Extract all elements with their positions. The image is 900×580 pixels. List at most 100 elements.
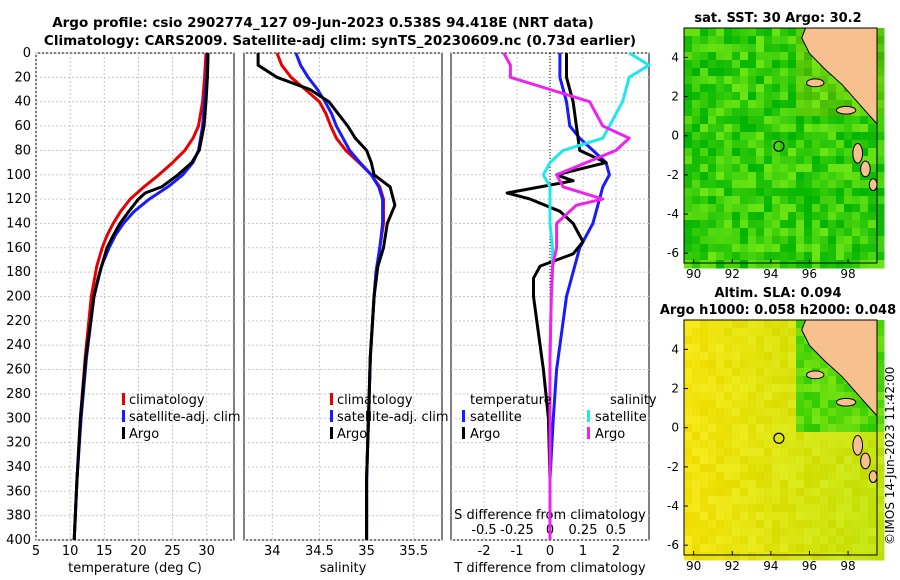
difference-xtick-label: 2	[612, 544, 620, 559]
map-cell	[724, 352, 733, 361]
map-cell	[820, 552, 829, 561]
map-cell	[820, 456, 829, 465]
map-cell	[756, 244, 765, 253]
map-cell	[724, 260, 733, 269]
map-cell	[724, 456, 733, 465]
map-cell	[780, 432, 789, 441]
s-tick-label: -0.5	[471, 523, 496, 538]
map-cell	[716, 336, 725, 345]
map-cell	[692, 384, 701, 393]
map-cell	[860, 448, 869, 457]
map-cell	[788, 68, 797, 77]
map-cell	[780, 544, 789, 553]
map-cell	[772, 352, 781, 361]
map-cell	[724, 124, 733, 133]
map-cell	[764, 220, 773, 229]
map-cell	[692, 472, 701, 481]
map-cell	[772, 320, 781, 329]
map-cell	[732, 440, 741, 449]
map-cell	[852, 116, 861, 125]
map-cell	[796, 552, 805, 561]
map-cell	[828, 260, 837, 269]
map-cell	[860, 496, 869, 505]
map-cell	[708, 408, 717, 417]
map-cell	[852, 400, 861, 409]
map-cell	[684, 512, 693, 521]
map-cell	[780, 552, 789, 561]
map-cell	[764, 196, 773, 205]
map-cell	[748, 544, 757, 553]
map-cell	[836, 488, 845, 497]
map-ytick-label: -2	[667, 460, 679, 474]
map-cell	[820, 140, 829, 149]
map-cell	[820, 448, 829, 457]
map-cell	[836, 512, 845, 521]
map-cell	[772, 424, 781, 433]
map-cell	[684, 84, 693, 93]
map-cell	[716, 448, 725, 457]
map-cell	[812, 472, 821, 481]
map-cell	[756, 552, 765, 561]
map-cell	[716, 244, 725, 253]
map-cell	[780, 328, 789, 337]
map-cell	[708, 148, 717, 157]
map-cell	[860, 156, 869, 165]
map-cell	[812, 416, 821, 425]
map-cell	[860, 204, 869, 213]
map-cell	[836, 384, 845, 393]
map-cell	[756, 188, 765, 197]
map-cell	[708, 260, 717, 269]
temperature-xtick-label: 10	[62, 544, 79, 559]
map-cell	[748, 36, 757, 45]
map-cell	[876, 228, 885, 237]
map-cell	[788, 84, 797, 93]
map-cell	[740, 124, 749, 133]
map-cell	[708, 236, 717, 245]
map-cell	[732, 132, 741, 141]
map-cell	[828, 368, 837, 377]
map-cell	[820, 252, 829, 261]
map-cell	[828, 116, 837, 125]
map-cell	[780, 496, 789, 505]
map-cell	[772, 204, 781, 213]
map-cell	[724, 180, 733, 189]
map-cell	[748, 384, 757, 393]
map-cell	[836, 376, 845, 385]
map-xtick-label: 92	[725, 267, 740, 281]
map-cell	[788, 28, 797, 37]
map-cell	[788, 480, 797, 489]
map-cell	[860, 108, 869, 117]
map-cell	[828, 432, 837, 441]
map-cell	[684, 504, 693, 513]
map-cell	[684, 368, 693, 377]
map-cell	[716, 164, 725, 173]
map-cell	[828, 456, 837, 465]
map-cell	[828, 164, 837, 173]
legend-swatch	[462, 410, 465, 422]
map-cell	[772, 132, 781, 141]
map-cell	[692, 196, 701, 205]
map-cell	[756, 260, 765, 269]
map-cell	[700, 512, 709, 521]
s-tick-label: -0.25	[500, 523, 534, 538]
map-cell	[684, 320, 693, 329]
map-cell	[732, 84, 741, 93]
map-cell	[764, 528, 773, 537]
map-cell	[796, 148, 805, 157]
map-cell	[852, 528, 861, 537]
map-cell	[812, 520, 821, 529]
map-cell	[756, 124, 765, 133]
map-cell	[788, 76, 797, 85]
temperature-xtick-label: 30	[198, 544, 215, 559]
map-cell	[836, 260, 845, 269]
map-cell	[828, 392, 837, 401]
map-cell	[852, 204, 861, 213]
legend-temperature-title: temperature	[470, 393, 552, 408]
map-cell	[796, 368, 805, 377]
map-cell	[732, 384, 741, 393]
map-cell	[772, 148, 781, 157]
map-cell	[796, 472, 805, 481]
map-cell	[828, 400, 837, 409]
island	[806, 78, 825, 88]
map-cell	[692, 60, 701, 69]
